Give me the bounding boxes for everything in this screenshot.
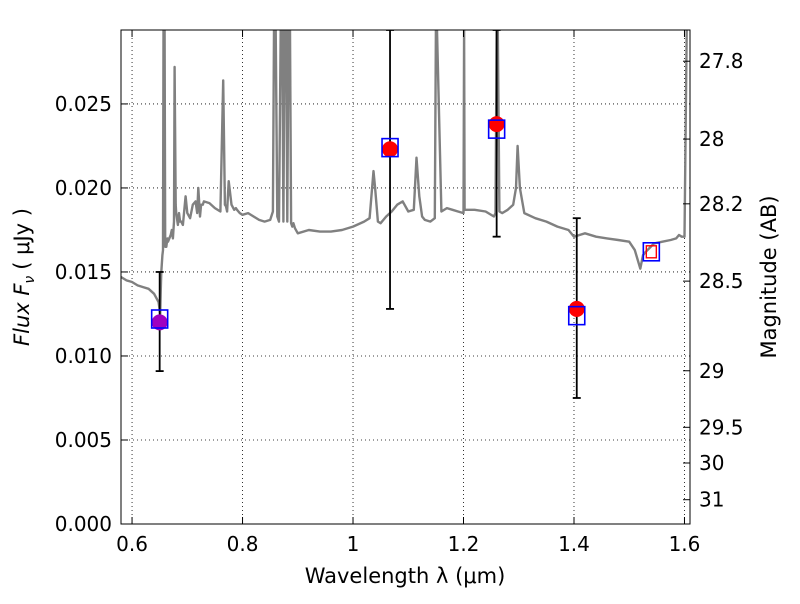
- y-tick-label: 0.020: [55, 176, 112, 200]
- x-axis-label: Wavelength λ (μm): [305, 564, 506, 588]
- y-tick-label: 0.010: [55, 344, 112, 368]
- right-tick-label: 28.2: [699, 192, 744, 216]
- model-spectrum: [121, 30, 688, 316]
- right-axis-ticks: 27.8 28 28.2 28.5 29 29.5 30 31: [683, 49, 744, 512]
- x-tick-label: 1.2: [448, 532, 480, 556]
- x-tick-label: 0.6: [116, 532, 148, 556]
- right-tick-label: 29: [699, 359, 724, 383]
- right-tick-label: 28.5: [699, 269, 744, 293]
- observed-point: [151, 314, 168, 331]
- x-tick-label: 1: [347, 532, 360, 556]
- open-point: [645, 245, 658, 259]
- y-axis-label-sub: ν: [22, 276, 38, 284]
- right-axis-label: Magnitude (AB): [757, 195, 781, 358]
- y-axis-label-unit: ( μJy ): [10, 208, 34, 270]
- model-band-square: [567, 305, 586, 326]
- y-tick-label: 0.000: [55, 512, 112, 536]
- y-axis-label-main: Flux F: [10, 283, 34, 346]
- model-band-points: [150, 119, 661, 329]
- observed-point: [568, 300, 585, 317]
- right-tick-label: 28: [699, 127, 724, 151]
- observed-points: [151, 116, 585, 331]
- y-axis-label: Flux Fν ( μJy ): [10, 208, 38, 346]
- y-tick-label: 0.005: [55, 428, 112, 452]
- spectrum-line: [121, 30, 688, 316]
- x-tick-label: 1.6: [669, 532, 701, 556]
- observed-point: [488, 116, 505, 133]
- y-tick-label: 0.025: [55, 92, 112, 116]
- right-tick-label: 30: [699, 451, 724, 475]
- plot-frame: [120, 29, 691, 525]
- model-band-square: [642, 241, 661, 262]
- observed-point: [382, 141, 399, 158]
- x-axis-ticks: 0.6 0.8 1 1.2 1.4 1.6: [116, 30, 700, 556]
- model-band-square: [381, 137, 399, 158]
- right-tick-label: 29.5: [699, 415, 744, 439]
- grid: [121, 30, 690, 525]
- right-tick-label: 27.8: [699, 49, 744, 73]
- model-band-square: [150, 309, 169, 329]
- y-axis-ticks: 0.000 0.005 0.010 0.015 0.020 0.025: [55, 92, 128, 536]
- model-band-square: [487, 119, 506, 139]
- y-tick-label: 0.015: [55, 260, 112, 284]
- x-tick-label: 0.8: [227, 532, 259, 556]
- error-bars: [155, 30, 581, 399]
- x-tick-label: 1.4: [558, 532, 590, 556]
- right-tick-label: 31: [699, 488, 724, 512]
